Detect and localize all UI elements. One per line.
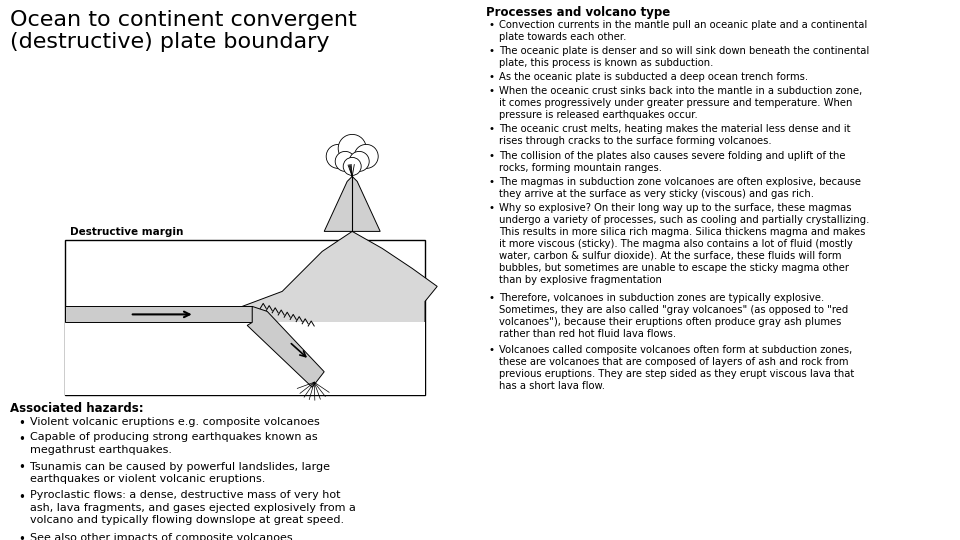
Text: The oceanic crust melts, heating makes the material less dense and it
rises thro: The oceanic crust melts, heating makes t… [499,124,851,146]
Text: The oceanic plate is denser and so will sink down beneath the continental
plate,: The oceanic plate is denser and so will … [499,46,869,68]
Text: •: • [18,433,25,446]
Polygon shape [248,306,324,387]
Text: When the oceanic crust sinks back into the mantle in a subduction zone,
it comes: When the oceanic crust sinks back into t… [499,85,862,119]
Text: Destructive margin: Destructive margin [70,227,183,237]
Text: •: • [489,177,495,187]
Bar [65,240,425,395]
Text: •: • [489,20,495,30]
Bar [65,322,425,395]
Polygon shape [242,232,437,395]
Text: •: • [489,151,495,160]
Text: Pyroclastic flows: a dense, destructive mass of very hot
ash, lava fragments, an: Pyroclastic flows: a dense, destructive … [30,490,356,525]
Circle shape [326,144,350,168]
Circle shape [354,144,378,168]
Text: •: • [18,533,25,540]
Text: (destructive) plate boundary: (destructive) plate boundary [10,32,329,52]
Text: •: • [18,490,25,503]
Polygon shape [65,306,252,322]
Text: As the oceanic plate is subducted a deep ocean trench forms.: As the oceanic plate is subducted a deep… [499,72,808,82]
Text: Convection currents in the mantle pull an oceanic plate and a continental
plate : Convection currents in the mantle pull a… [499,20,867,42]
Text: Associated hazards:: Associated hazards: [10,402,144,415]
Circle shape [335,151,355,171]
Circle shape [349,151,370,171]
Text: Capable of producing strong earthquakes known as
megathrust earthquakes.: Capable of producing strong earthquakes … [30,433,318,455]
Text: See also other impacts of composite volcanoes.: See also other impacts of composite volc… [30,533,297,540]
Text: •: • [489,202,495,213]
Text: The collision of the plates also causes severe folding and uplift of the
rocks, : The collision of the plates also causes … [499,151,846,172]
Text: •: • [489,46,495,56]
Text: •: • [489,124,495,134]
Text: Processes and volcano type: Processes and volcano type [486,6,670,19]
Polygon shape [324,177,380,232]
Text: •: • [489,85,495,96]
Text: •: • [18,462,25,475]
Text: •: • [489,72,495,82]
Text: Why so explosive? On their long way up to the surface, these magmas
undergo a va: Why so explosive? On their long way up t… [499,202,870,285]
Text: The magmas in subduction zone volcanoes are often explosive, because
they arrive: The magmas in subduction zone volcanoes … [499,177,861,199]
Text: •: • [489,345,495,354]
Text: •: • [18,417,25,430]
Text: Violent volcanic eruptions e.g. composite volcanoes: Violent volcanic eruptions e.g. composit… [30,417,320,427]
Text: Tsunamis can be caused by powerful landslides, large
earthquakes or violent volc: Tsunamis can be caused by powerful lands… [30,462,330,484]
Text: Therefore, volcanoes in subduction zones are typically explosive.
Sometimes, the: Therefore, volcanoes in subduction zones… [499,293,849,339]
Text: •: • [489,293,495,303]
Circle shape [344,157,361,176]
Text: Volcanoes called composite volcanoes often form at subduction zones,
these are v: Volcanoes called composite volcanoes oft… [499,345,854,390]
Text: Ocean to continent convergent: Ocean to continent convergent [10,10,357,30]
Circle shape [338,134,366,163]
